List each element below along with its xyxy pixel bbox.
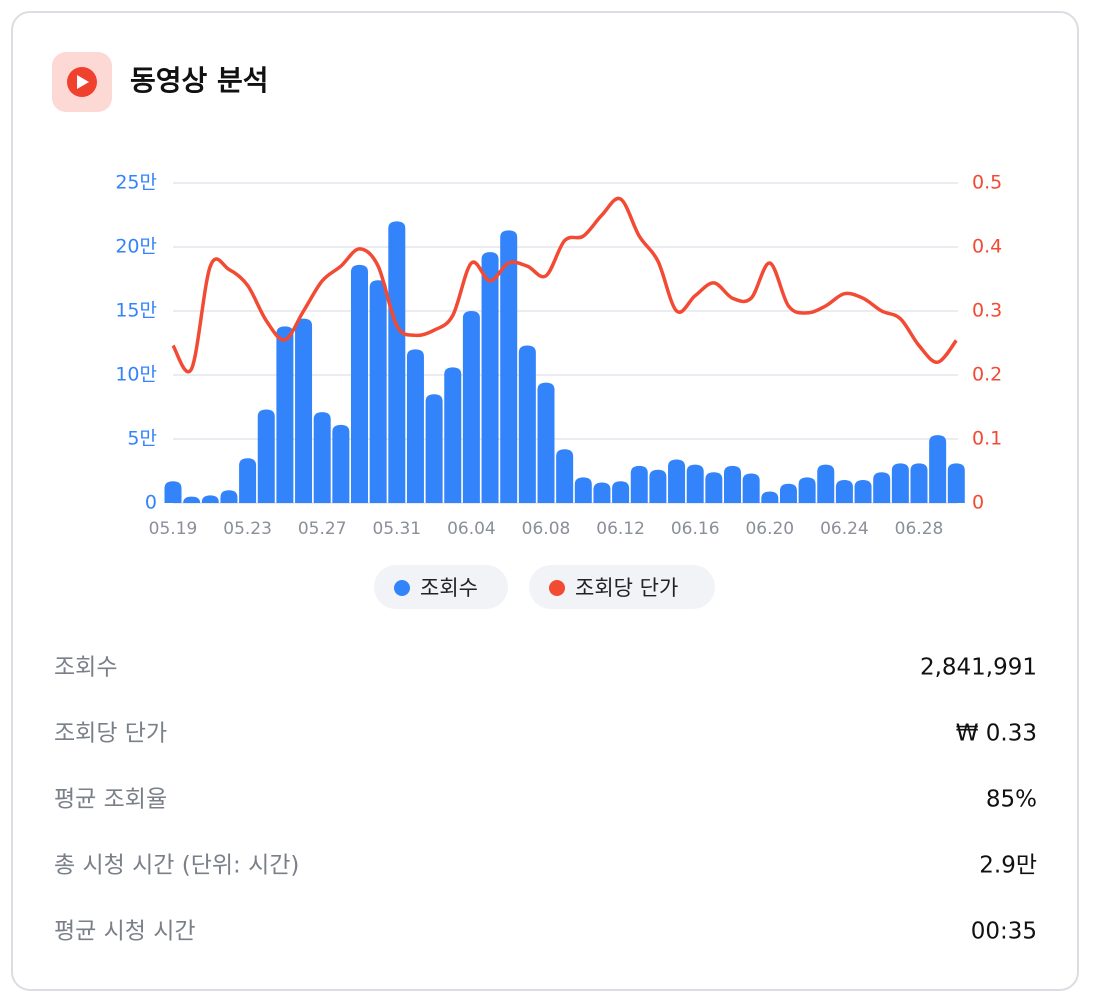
- stat-label: 총 시청 시간 (단위: 시간): [54, 853, 299, 879]
- bar: [630, 465, 648, 503]
- legend-swatch: [549, 580, 565, 596]
- stat-label: 조회당 단가: [54, 721, 167, 747]
- bar: [910, 463, 928, 503]
- bar: [239, 458, 257, 503]
- bar: [705, 472, 723, 503]
- legend-pill: [529, 565, 715, 609]
- x-tick-label: 05.31: [372, 519, 421, 539]
- y-tick-label: 10만: [115, 364, 157, 386]
- legend-swatch: [394, 580, 410, 596]
- bar: [518, 345, 536, 503]
- y-tick-label: 0: [145, 492, 157, 514]
- bar: [891, 463, 909, 503]
- y2-tick-label: 0.2: [972, 364, 1002, 386]
- bar: [556, 449, 574, 503]
- y-tick-label: 20만: [115, 236, 157, 258]
- bar: [369, 280, 387, 503]
- x-tick-label: 06.12: [596, 519, 645, 539]
- bar: [798, 477, 816, 503]
- bar: [929, 435, 947, 503]
- bar: [295, 318, 313, 503]
- bar: [761, 491, 779, 503]
- y2-tick-label: 0.3: [972, 300, 1002, 322]
- y-tick-label: 5만: [127, 428, 157, 450]
- y2-tick-label: 0.1: [972, 428, 1002, 450]
- bar: [873, 472, 891, 503]
- x-tick-label: 06.24: [820, 519, 869, 539]
- bar: [574, 477, 592, 503]
- title: 동영상 분석: [130, 64, 269, 97]
- bar: [835, 479, 853, 503]
- stat-value: 85%: [986, 787, 1037, 813]
- bar: [817, 464, 835, 503]
- x-tick-label: 06.08: [522, 519, 571, 539]
- x-tick-label: 05.23: [223, 519, 272, 539]
- bar: [649, 469, 667, 503]
- bar: [854, 479, 872, 503]
- bar: [947, 463, 965, 503]
- bar: [742, 473, 760, 503]
- bar: [332, 424, 350, 503]
- x-tick-label: 05.27: [298, 519, 347, 539]
- icon-play: [77, 75, 89, 89]
- bar: [313, 412, 331, 503]
- bar: [537, 382, 555, 503]
- bar: [481, 252, 499, 503]
- legend-pill: [374, 565, 508, 609]
- bar: [406, 349, 424, 503]
- y-tick-label: 15만: [115, 300, 157, 322]
- bar: [257, 409, 275, 503]
- bar: [612, 481, 630, 503]
- bar: [183, 496, 201, 503]
- y-tick-label: 25만: [115, 172, 157, 194]
- bar: [724, 465, 741, 503]
- x-tick-label: 06.28: [895, 519, 944, 539]
- x-tick-label: 06.20: [745, 519, 794, 539]
- bar: [388, 221, 406, 503]
- stat-label: 평균 조회율: [54, 787, 167, 813]
- bar: [351, 264, 368, 503]
- bar: [462, 311, 480, 503]
- bar: [276, 326, 294, 503]
- stat-value: 2,841,991: [920, 655, 1037, 681]
- legend-label: 조회당 단가: [575, 576, 678, 600]
- legend-label: 조회수: [420, 576, 478, 600]
- bar: [686, 464, 704, 503]
- y2-tick-label: 0.4: [972, 236, 1002, 258]
- bar: [444, 367, 462, 503]
- x-tick-label: 06.04: [447, 519, 496, 539]
- x-tick-label: 05.19: [149, 519, 198, 539]
- bar: [593, 482, 611, 503]
- y2-tick-label: 0.5: [972, 172, 1002, 194]
- bar: [500, 230, 518, 504]
- stat-value: 00:35: [971, 919, 1037, 945]
- stat-label: 평균 시청 시간: [54, 919, 196, 945]
- stat-label: 조회수: [54, 655, 117, 681]
- bar: [668, 459, 686, 503]
- line: [171, 196, 958, 374]
- stat-value: ₩ 0.33: [956, 721, 1037, 747]
- bar: [220, 490, 238, 503]
- bar: [164, 481, 182, 503]
- x-tick-label: 06.16: [671, 519, 720, 539]
- stat-value: 2.9만: [979, 853, 1037, 879]
- bar: [779, 483, 797, 503]
- y2-tick-label: 0: [972, 492, 984, 514]
- bar: [201, 495, 219, 503]
- bar: [425, 394, 443, 503]
